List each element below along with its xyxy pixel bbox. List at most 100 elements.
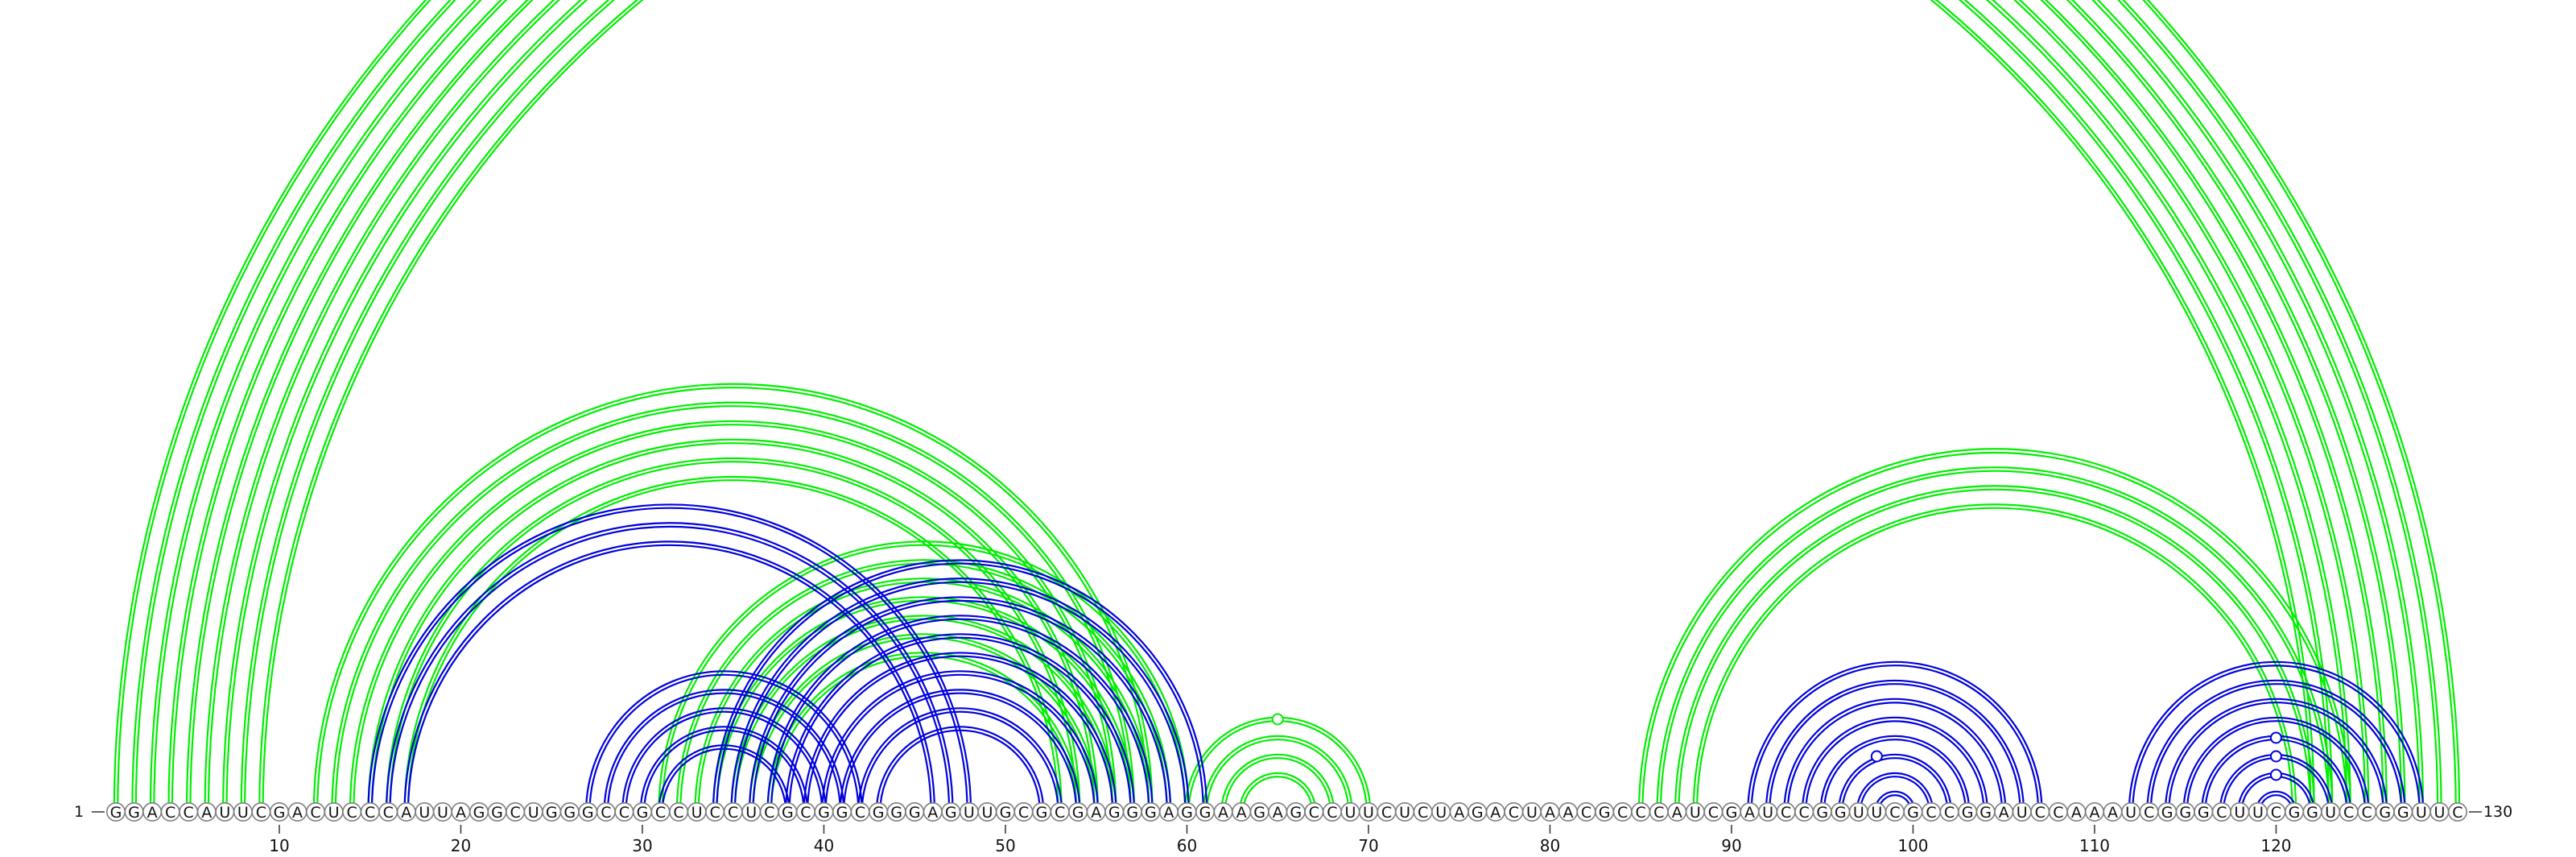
nucleotide: G — [2157, 801, 2178, 822]
nucleotide: A — [1213, 801, 1233, 822]
nucleotide: U — [1758, 801, 1778, 822]
base-pair-arc — [752, 599, 1168, 813]
base-pair-arc — [1783, 698, 2007, 813]
base-pair-arc — [185, 0, 2388, 813]
nucleotide-letter: G — [1726, 804, 1738, 822]
base-pair-arc — [879, 729, 1041, 813]
nucleotide: U — [1395, 801, 1415, 822]
nucleotide: A — [1449, 801, 1469, 822]
nucleotide: G — [1595, 801, 1615, 822]
nucleotide: A — [287, 801, 308, 822]
nucleotide-letter: A — [1490, 804, 1501, 822]
base-pair-arc — [208, 0, 2365, 812]
base-pair-arc — [788, 636, 1132, 813]
nucleotide-letter: C — [256, 804, 266, 822]
nucleotide-letter: G — [2379, 804, 2391, 822]
nucleotide: G — [632, 801, 652, 822]
base-pair-arc — [1801, 716, 1988, 813]
base-pair-arc — [223, 0, 2351, 812]
nucleotide-letter: A — [1672, 804, 1682, 822]
nucleotide-letter: G — [274, 804, 286, 822]
nucleotide: G — [995, 801, 1015, 822]
nucleotide-letter: C — [1055, 804, 1065, 822]
base-pair-arc — [770, 618, 1150, 813]
nucleotide: G — [2375, 801, 2395, 822]
nucleotide-letter: G — [1126, 804, 1138, 822]
nucleotide-letter: G — [890, 804, 902, 822]
tick-label: 120 — [2260, 836, 2291, 855]
nucleotide: G — [832, 801, 852, 822]
base-pair-arc — [1805, 720, 1985, 813]
base-pair-arc — [312, 383, 1154, 813]
nucleotide-letter: G — [1181, 804, 1193, 822]
base-pair-arc — [1238, 772, 1317, 813]
base-pair-arc — [225, 0, 2348, 813]
base-pair-arc — [403, 475, 1063, 813]
nucleotide-letter: C — [184, 804, 194, 822]
nucleotide-letter: C — [1708, 804, 1719, 822]
nucleotide: C — [342, 801, 362, 822]
base-pair-arc — [1659, 470, 2330, 813]
base-pair-arc — [2168, 702, 2384, 813]
nucleotide-letter: A — [1091, 804, 1101, 822]
nucleotide-letter: A — [2107, 804, 2118, 822]
nucleotide: A — [1740, 801, 1760, 822]
base-pair-arc — [733, 581, 1187, 813]
nucleotide-letter: U — [237, 804, 249, 822]
nucleotide-letter: U — [745, 804, 757, 822]
nucleotide: G — [2175, 801, 2195, 822]
nucleotide: C — [1885, 801, 1905, 822]
nucleotide: C — [1922, 801, 1942, 822]
nucleotide: U — [2411, 801, 2431, 822]
nucleotide: U — [2121, 801, 2141, 822]
nucleotide-letter: A — [1163, 804, 1174, 822]
nucleotide-letter: U — [2416, 804, 2427, 822]
nucleotide: G — [578, 801, 598, 822]
nucleotide-letter: U — [2325, 804, 2336, 822]
nucleotide-letter: A — [1236, 804, 1247, 822]
arc-marker — [1271, 713, 1284, 726]
nucleotide: U — [2429, 801, 2450, 822]
nucleotide-letter: G — [2306, 804, 2318, 822]
nucleotide: U — [1867, 801, 1887, 822]
arc-group-green — [114, 0, 2459, 812]
nucleotide-letter: A — [456, 804, 466, 822]
nucleotide-letter: C — [1327, 804, 1337, 822]
nucleotide-letter: G — [582, 804, 594, 822]
nucleotide-letter: G — [1072, 804, 1084, 822]
tick-label: 80 — [1540, 836, 1560, 855]
nucleotide-letter: A — [1744, 804, 1755, 822]
nucleotide: C — [1631, 801, 1651, 822]
nucleotide-letter: G — [110, 804, 122, 822]
base-pair-arc — [370, 507, 968, 813]
nucleotide: U — [415, 801, 435, 822]
base-pair-arc — [661, 544, 1187, 813]
nucleotide: A — [2084, 801, 2104, 822]
nucleotide-letter: A — [927, 804, 938, 822]
base-pair-arc — [1641, 451, 2348, 813]
nucleotide: G — [1831, 801, 1851, 822]
base-pair-arc — [1242, 776, 1314, 813]
base-pair-arc — [1656, 466, 2334, 813]
nucleotide-letter: A — [2071, 804, 2082, 822]
base-pair-arc — [875, 726, 1045, 813]
nucleotide: U — [523, 801, 543, 822]
base-pair-arc — [857, 707, 1063, 813]
nucleotide-letter: U — [437, 804, 448, 822]
nucleotide: C — [506, 801, 526, 822]
nucleotide-letter: G — [2397, 804, 2409, 822]
base-pair-arc — [675, 559, 1172, 813]
nucleotide-letter: A — [1563, 804, 1574, 822]
nucleotide-letter: C — [655, 804, 666, 822]
base-pair-arc — [861, 710, 1059, 813]
nucleotide: U — [233, 801, 253, 822]
nucleotide: G — [1122, 801, 1142, 822]
nucleotide-letter: A — [1454, 804, 1464, 822]
base-pair-arc — [1674, 485, 2315, 813]
nucleotide-letter: U — [328, 804, 340, 822]
nucleotide-letter: U — [1871, 804, 1882, 822]
nucleotide: G — [941, 801, 961, 822]
nucleotide: U — [1848, 801, 1868, 822]
nucleotide: G — [1195, 801, 1216, 822]
